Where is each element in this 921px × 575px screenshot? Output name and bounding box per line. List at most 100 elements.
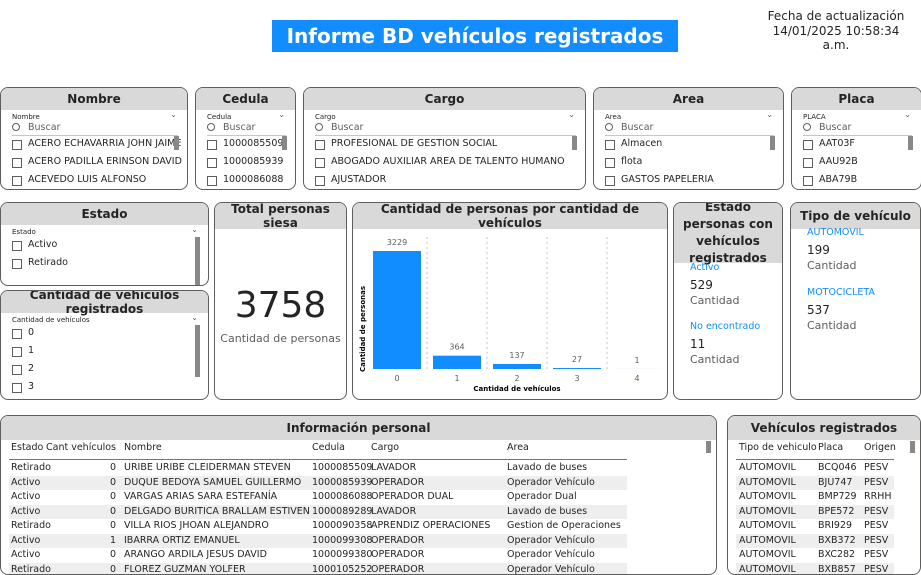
search-box[interactable]: Buscar bbox=[819, 122, 851, 133]
table-cell: Activo bbox=[11, 549, 40, 560]
slicer-item[interactable]: 1 bbox=[28, 345, 34, 356]
checkbox[interactable] bbox=[315, 158, 325, 168]
search-underline bbox=[605, 135, 774, 136]
table-cell: Lavado de buses bbox=[507, 506, 587, 517]
checkbox[interactable] bbox=[12, 259, 22, 269]
card-title: Total personas siesa bbox=[215, 203, 346, 229]
table-cell: Operador Vehículo bbox=[507, 549, 595, 560]
table-cell: LAVADOR bbox=[371, 462, 416, 473]
table-cell: DUQUE BEDOYA SAMUEL GUILLERMO bbox=[124, 477, 301, 488]
search-box[interactable]: Buscar bbox=[331, 122, 363, 133]
entry-name: AUTOMOVIL bbox=[807, 227, 864, 238]
checkbox[interactable] bbox=[207, 140, 217, 150]
checkbox[interactable] bbox=[12, 365, 22, 375]
search-box[interactable]: Buscar bbox=[223, 122, 255, 133]
table-cell: AUTOMOVIL bbox=[739, 491, 796, 502]
scrollbar bbox=[174, 136, 179, 150]
slicer-item[interactable]: 1000086088 bbox=[223, 174, 283, 185]
slicer-title: Cantidad de vehículos registrados bbox=[1, 291, 208, 313]
table-cell: FLOREZ GUZMAN YOLFER bbox=[124, 564, 246, 575]
slicer-item[interactable]: 3 bbox=[28, 381, 34, 392]
checkbox[interactable] bbox=[207, 176, 217, 186]
search-underline bbox=[12, 135, 178, 136]
checkbox[interactable] bbox=[803, 176, 813, 186]
checkbox[interactable] bbox=[12, 158, 22, 168]
search-icon bbox=[315, 123, 323, 131]
slicer-item[interactable]: Activo bbox=[28, 239, 57, 250]
checkbox[interactable] bbox=[605, 158, 615, 168]
slicer-item[interactable]: GASTOS PAPELERIA bbox=[621, 174, 714, 185]
bar bbox=[493, 364, 541, 369]
table-cell: Operador Vehículo bbox=[507, 564, 595, 575]
search-icon bbox=[207, 123, 215, 131]
slicer-item[interactable]: Almacen bbox=[621, 138, 662, 149]
card-title: Estado personas con vehículos registrado… bbox=[674, 203, 782, 263]
slicer-item[interactable]: AJUSTADOR bbox=[331, 174, 386, 185]
checkbox[interactable] bbox=[605, 176, 615, 186]
search-underline bbox=[803, 135, 912, 136]
slicer-title: Area bbox=[594, 88, 783, 110]
checkbox[interactable] bbox=[12, 383, 22, 393]
checkbox[interactable] bbox=[12, 140, 22, 150]
bar bbox=[433, 356, 481, 369]
checkbox[interactable] bbox=[12, 241, 22, 251]
slicer-field: PLACA bbox=[803, 113, 826, 121]
slicer-item[interactable]: 2 bbox=[28, 363, 34, 374]
slicer-item[interactable]: 1000085939 bbox=[223, 156, 283, 167]
checkbox[interactable] bbox=[207, 158, 217, 168]
x-axis-label: Cantidad de vehículos bbox=[473, 385, 560, 393]
checkbox[interactable] bbox=[12, 176, 22, 186]
slicer-item[interactable]: 0 bbox=[28, 327, 34, 338]
checkbox[interactable] bbox=[803, 158, 813, 168]
slicer-field: Cantidad de vehículos bbox=[12, 316, 90, 324]
table-cell: BPE572 bbox=[818, 506, 854, 517]
x-tick-label: 1 bbox=[454, 374, 459, 383]
title-bar: Informe BD vehículos registrados bbox=[272, 20, 678, 52]
slicer-item[interactable]: PROFESIONAL DE GESTION SOCIAL bbox=[331, 138, 497, 149]
checkbox[interactable] bbox=[12, 329, 22, 339]
table-cell: 0 bbox=[110, 491, 116, 502]
scrollbar bbox=[195, 237, 200, 286]
search-box[interactable]: Buscar bbox=[28, 122, 60, 133]
table-cell: BMP729 bbox=[818, 491, 857, 502]
slicer-item[interactable]: ABA79B bbox=[819, 174, 857, 185]
search-box[interactable]: Buscar bbox=[621, 122, 653, 133]
slicer-item[interactable]: 1000085509 bbox=[223, 138, 283, 149]
checkbox[interactable] bbox=[315, 176, 325, 186]
table-cell: 0 bbox=[110, 564, 116, 575]
slicer-item[interactable]: flota bbox=[621, 156, 642, 167]
slicer-item[interactable]: ACERO ECHAVARRIA JOHN JAIME bbox=[28, 138, 181, 149]
table-cell: 1000099380 bbox=[312, 549, 372, 560]
table-cell: OPERADOR bbox=[371, 535, 424, 546]
slicer-item[interactable]: ABOGADO AUXILIAR AREA DE TALENTO HUMANO bbox=[331, 156, 565, 167]
slicer-item[interactable]: AAU92B bbox=[819, 156, 858, 167]
slicer-item[interactable]: ACERO PADILLA ERINSON DAVID bbox=[28, 156, 182, 167]
slicer-item[interactable]: AAT03F bbox=[819, 138, 855, 149]
checkbox[interactable] bbox=[803, 140, 813, 150]
scrollbar bbox=[282, 136, 287, 150]
checkbox[interactable] bbox=[315, 140, 325, 150]
table-cell: Operador Dual bbox=[507, 491, 577, 502]
checkbox[interactable] bbox=[605, 140, 615, 150]
entry-name: No encontrado bbox=[690, 321, 760, 332]
column-header: Cargo bbox=[371, 442, 399, 453]
data-label: 137 bbox=[509, 351, 524, 360]
table-cell: PESV bbox=[864, 520, 888, 531]
slicer-title: Estado bbox=[1, 203, 208, 225]
search-underline bbox=[315, 135, 576, 136]
scrollbar bbox=[572, 136, 577, 150]
slicer-item[interactable]: ACEVEDO LUIS ALFONSO bbox=[28, 174, 146, 185]
slicer-field: Nombre bbox=[12, 113, 40, 121]
table-cell: 1000086088 bbox=[312, 491, 372, 502]
table-cell: 0 bbox=[110, 506, 116, 517]
x-tick-label: 0 bbox=[394, 374, 399, 383]
checkbox[interactable] bbox=[12, 347, 22, 357]
slicer-item[interactable]: Retirado bbox=[28, 257, 68, 268]
